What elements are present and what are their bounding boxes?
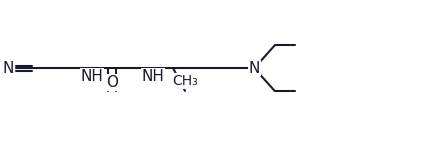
Text: O: O [106, 75, 118, 90]
Text: N: N [249, 61, 260, 76]
Text: NH: NH [81, 69, 104, 84]
Text: NH: NH [141, 69, 164, 84]
Text: N: N [2, 61, 14, 76]
Text: CH₃: CH₃ [172, 74, 198, 88]
